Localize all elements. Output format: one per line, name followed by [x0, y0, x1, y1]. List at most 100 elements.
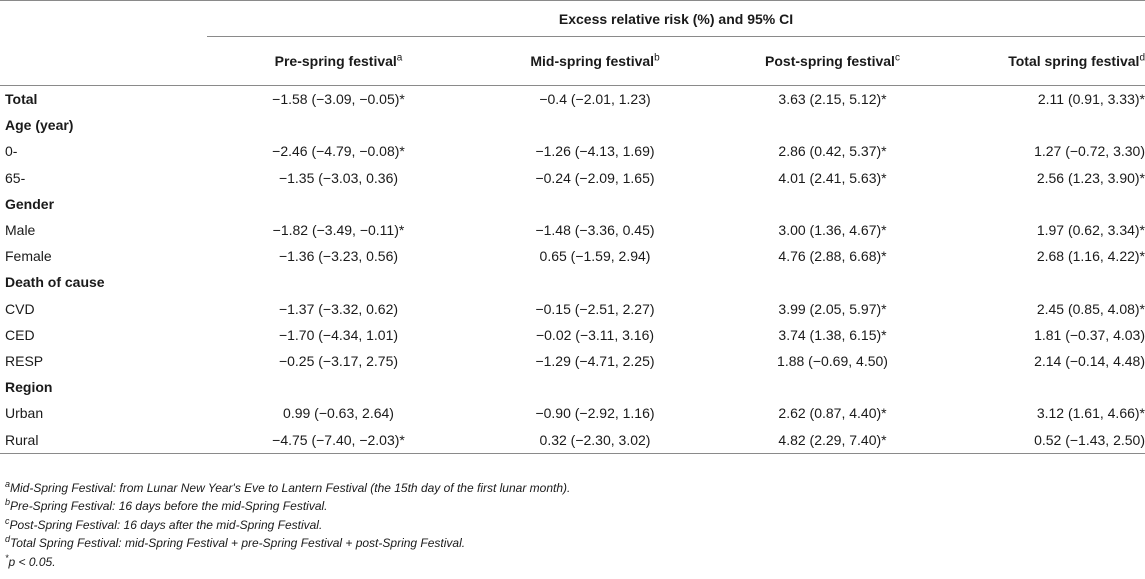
cell-total: 2.45 (0.85, 4.08)*	[1036, 300, 1145, 317]
row-label: RESP	[5, 352, 44, 369]
cell-total: 3.12 (1.61, 4.66)*	[1036, 405, 1145, 422]
section-label: Death of cause	[5, 274, 105, 291]
section-label: Region	[5, 379, 53, 396]
table-row: Female −1.36 (−3.23, 0.56) 0.65 (−1.59, …	[0, 243, 1145, 269]
cell-mid: −1.26 (−4.13, 1.69)	[535, 143, 655, 160]
cell-total	[945, 112, 1145, 138]
cell-pre: −1.35 (−3.03, 0.36)	[278, 169, 399, 186]
cell-mid	[470, 112, 720, 138]
row-label: Male	[5, 222, 36, 239]
cell-total: 2.56 (1.23, 3.90)*	[1036, 169, 1145, 186]
table-footnotes: aMid-Spring Festival: from Lunar New Yea…	[5, 479, 570, 571]
cell-mid: −1.29 (−4.71, 2.25)	[535, 352, 655, 369]
group-header: Excess relative risk (%) and 95% CI	[207, 1, 1145, 37]
cell-post: 3.99 (2.05, 5.97)*	[778, 300, 887, 317]
cell-mid: −0.02 (−3.11, 3.16)	[535, 326, 655, 343]
cell-total	[945, 191, 1145, 217]
cell-pre: −1.37 (−3.32, 0.62)	[278, 300, 399, 317]
cell-total: 2.68 (1.16, 4.22)*	[1036, 248, 1145, 265]
footnote: dTotal Spring Festival: mid-Spring Festi…	[5, 534, 466, 551]
col-header-pre: Pre-spring festivala	[207, 36, 470, 86]
row-label: Female	[5, 248, 52, 265]
cell-mid: −1.48 (−3.36, 0.45)	[535, 222, 655, 239]
row-label: Total	[5, 91, 38, 108]
cell-post	[720, 191, 945, 217]
cell-post: 3.00 (1.36, 4.67)*	[778, 222, 887, 239]
table-body: Total −1.58 (−3.09, −0.05)* −0.4 (−2.01,…	[0, 86, 1145, 454]
cell-post	[720, 269, 945, 295]
table-row: CED −1.70 (−4.34, 1.01) −0.02 (−3.11, 3.…	[0, 322, 1145, 348]
col-header-post: Post-spring festivalc	[720, 36, 945, 86]
cell-pre: −4.75 (−7.40, −2.03)*	[207, 426, 470, 454]
cell-mid: −0.24 (−2.09, 1.65)	[535, 169, 655, 186]
cell-mid: −0.90 (−2.92, 1.16)	[535, 405, 655, 422]
cell-pre: −1.58 (−3.09, −0.05)*	[272, 91, 405, 108]
cell-pre: −1.70 (−4.34, 1.01)	[278, 326, 399, 343]
cell-post: 4.01 (2.41, 5.63)*	[778, 169, 887, 186]
cell-total	[945, 269, 1145, 295]
table-row: Male −1.82 (−3.49, −0.11)* −1.48 (−3.36,…	[0, 217, 1145, 243]
cell-mid: 0.32 (−2.30, 3.02)	[470, 426, 720, 454]
table-row: Gender	[0, 191, 1145, 217]
table-row: Death of cause	[0, 269, 1145, 295]
cell-post	[720, 112, 945, 138]
cell-mid	[470, 191, 720, 217]
footnote: bPre-Spring Festival: 16 days before the…	[5, 497, 328, 514]
row-label: Urban	[5, 405, 44, 422]
cell-post: 4.76 (2.88, 6.68)*	[778, 248, 887, 265]
cell-pre: −2.46 (−4.79, −0.08)*	[272, 143, 405, 160]
table-row: CVD −1.37 (−3.32, 0.62) −0.15 (−2.51, 2.…	[0, 296, 1145, 322]
table-row: Total −1.58 (−3.09, −0.05)* −0.4 (−2.01,…	[0, 86, 1145, 113]
cell-post: 3.63 (2.15, 5.12)*	[778, 91, 887, 108]
cell-pre	[207, 269, 470, 295]
footnote: cPost-Spring Festival: 16 days after the…	[5, 515, 323, 532]
cell-pre: −1.82 (−3.49, −0.11)*	[272, 222, 405, 239]
col-header-total: Total spring festivald	[945, 36, 1145, 86]
cell-total: 1.97 (0.62, 3.34)*	[1036, 222, 1145, 239]
cell-pre: 0.99 (−0.63, 2.64)	[283, 405, 394, 422]
cell-post: 2.62 (0.87, 4.40)*	[778, 405, 887, 422]
cell-mid	[470, 269, 720, 295]
cell-mid	[470, 374, 720, 400]
cell-mid: −0.15 (−2.51, 2.27)	[535, 300, 655, 317]
cell-pre	[207, 191, 470, 217]
cell-pre: −0.25 (−3.17, 2.75)	[278, 352, 399, 369]
excess-risk-table: Excess relative risk (%) and 95% CI Pre-…	[0, 0, 1145, 454]
row-label: 0-	[5, 143, 18, 160]
cell-total: 0.52 (−1.43, 2.50)	[945, 426, 1145, 454]
row-label: 65-	[5, 169, 26, 186]
table-row: Rural −4.75 (−7.40, −2.03)* 0.32 (−2.30,…	[0, 426, 1145, 454]
cell-pre	[207, 112, 470, 138]
table-row: Urban 0.99 (−0.63, 2.64) −0.90 (−2.92, 1…	[0, 400, 1145, 426]
table-row: Age (year)	[0, 112, 1145, 138]
row-label: CED	[5, 326, 35, 343]
row-label: CVD	[5, 300, 35, 317]
cell-post	[720, 374, 945, 400]
cell-total	[945, 374, 1145, 400]
cell-post: 3.74 (1.38, 6.15)*	[778, 326, 887, 343]
table-row: RESP −0.25 (−3.17, 2.75) −1.29 (−4.71, 2…	[0, 348, 1145, 374]
cell-pre: −1.36 (−3.23, 0.56)	[278, 248, 399, 265]
row-label: Rural	[0, 426, 207, 454]
table-row: 0- −2.46 (−4.79, −0.08)* −1.26 (−4.13, 1…	[0, 138, 1145, 164]
header-stub	[0, 1, 207, 37]
table-row: Region	[0, 374, 1145, 400]
cell-pre	[207, 374, 470, 400]
cell-post: 4.82 (2.29, 7.40)*	[720, 426, 945, 454]
cell-post: 2.86 (0.42, 5.37)*	[778, 143, 887, 160]
section-label: Gender	[5, 195, 55, 212]
section-label: Age (year)	[5, 117, 74, 134]
cell-total: 2.11 (0.91, 3.33)*	[1037, 91, 1145, 108]
cell-total: 2.14 (−0.14, 4.48)	[1034, 352, 1145, 369]
footnote: aMid-Spring Festival: from Lunar New Yea…	[5, 479, 571, 496]
footnote: *p < 0.05.	[5, 552, 56, 569]
table-row: 65- −1.35 (−3.03, 0.36) −0.24 (−2.09, 1.…	[0, 165, 1145, 191]
cell-total: 1.27 (−0.72, 3.30)	[1034, 143, 1145, 160]
col-header-mid: Mid-spring festivalb	[470, 36, 720, 86]
header-stub-2	[0, 36, 207, 86]
cell-mid: 0.65 (−1.59, 2.94)	[539, 248, 651, 265]
cell-mid: −0.4 (−2.01, 1.23)	[539, 91, 651, 108]
cell-total: 1.81 (−0.37, 4.03)	[1034, 326, 1145, 343]
cell-post: 1.88 (−0.69, 4.50)	[777, 352, 888, 369]
